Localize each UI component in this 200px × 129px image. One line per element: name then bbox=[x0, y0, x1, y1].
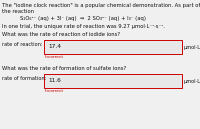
FancyBboxPatch shape bbox=[44, 74, 182, 88]
Text: rate of formation:: rate of formation: bbox=[2, 76, 46, 81]
Text: μmol·L⁻¹: μmol·L⁻¹ bbox=[184, 79, 200, 83]
Text: The "iodine clock reaction" is a popular chemical demonstration. As part of that: The "iodine clock reaction" is a popular… bbox=[2, 3, 200, 8]
Text: 17.4: 17.4 bbox=[48, 45, 61, 50]
Text: Incorrect: Incorrect bbox=[45, 55, 64, 59]
Text: μmol·L⁻¹: μmol·L⁻¹ bbox=[184, 45, 200, 50]
FancyBboxPatch shape bbox=[44, 40, 182, 54]
Text: the reaction: the reaction bbox=[2, 9, 34, 14]
Text: Incorrect: Incorrect bbox=[45, 90, 64, 94]
Text: What was the rate of formation of sulfate ions?: What was the rate of formation of sulfat… bbox=[2, 66, 126, 71]
Text: rate of reaction:: rate of reaction: bbox=[2, 42, 42, 47]
Text: 11.6: 11.6 bbox=[48, 79, 61, 83]
Text: S₂O₆²⁻ (aq) + 3I⁻ (aq)  ⇒  2 SO₃²⁻ (aq) + I₃⁻ (aq): S₂O₆²⁻ (aq) + 3I⁻ (aq) ⇒ 2 SO₃²⁻ (aq) + … bbox=[20, 16, 146, 21]
Text: What was the rate of reaction of iodide ions?: What was the rate of reaction of iodide … bbox=[2, 32, 120, 37]
Text: In one trial, the unique rate of reaction was 9.27 μmol·L⁻¹·s⁻¹.: In one trial, the unique rate of reactio… bbox=[2, 24, 165, 29]
